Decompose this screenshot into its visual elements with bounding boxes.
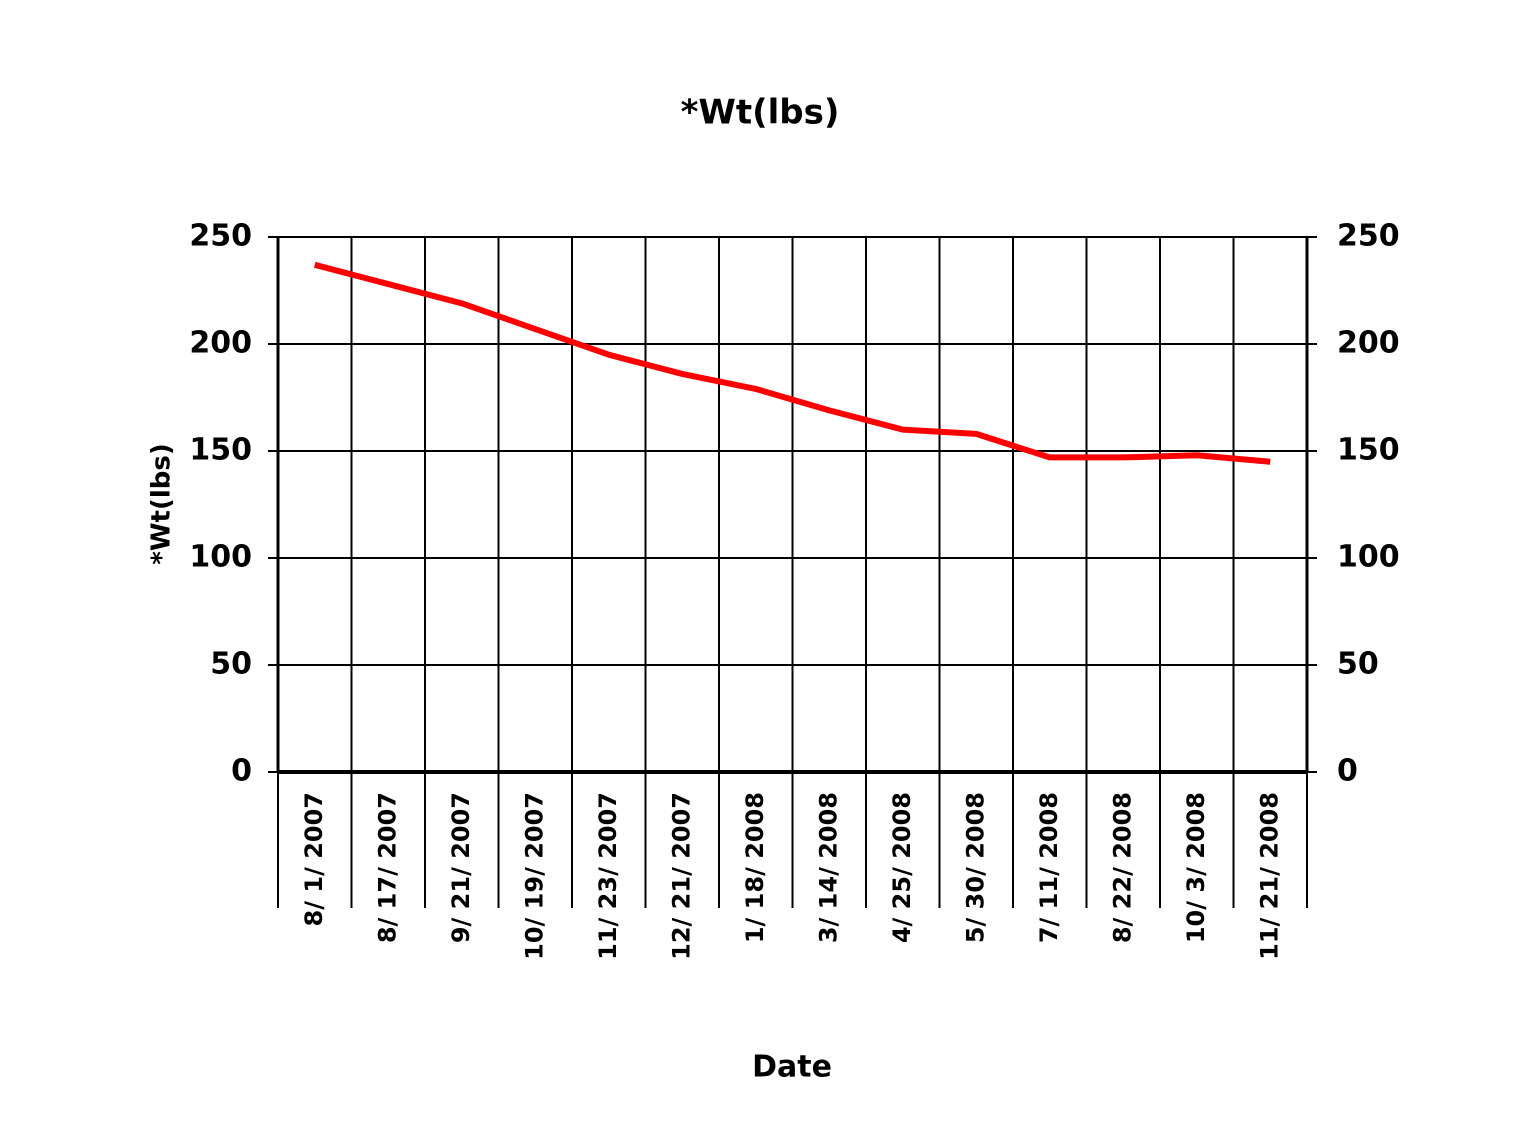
- y2-tick-label: 200: [1337, 326, 1400, 361]
- y-tick-label: 50: [210, 647, 252, 682]
- x-tick-label: 8/ 1/ 2007: [300, 792, 328, 926]
- y2-tick-label: 50: [1337, 647, 1379, 682]
- y-tick-label: 0: [231, 754, 252, 789]
- chart-title: *Wt(lbs): [681, 93, 840, 133]
- data-line: [313, 261, 1271, 465]
- x-tick-label: 12/ 21/ 2007: [667, 792, 695, 960]
- x-tick-label: 11/ 21/ 2008: [1255, 792, 1283, 960]
- x-tick-label: 10/ 3/ 2008: [1182, 792, 1210, 943]
- x-axis-title: Date: [752, 1050, 832, 1085]
- y2-tick-label: 250: [1337, 219, 1400, 254]
- x-tick-label: 8/ 17/ 2007: [373, 792, 401, 943]
- x-tick-label: 4/ 25/ 2008: [888, 792, 916, 943]
- x-tick-label: 7/ 11/ 2008: [1035, 792, 1063, 943]
- y2-tick-label: 100: [1337, 540, 1400, 575]
- y2-tick-label: 150: [1337, 433, 1400, 468]
- y-axis-title: *Wt(lbs): [147, 443, 177, 564]
- y-tick-label: 250: [189, 219, 252, 254]
- x-tick-label: 9/ 21/ 2007: [447, 792, 475, 943]
- x-tick-label: 3/ 14/ 2008: [814, 792, 842, 943]
- x-tick-label: 5/ 30/ 2008: [961, 792, 989, 943]
- y2-tick-label: 0: [1337, 754, 1358, 789]
- y-tick-label: 200: [189, 326, 252, 361]
- x-tick-label: 10/ 19/ 2007: [520, 792, 548, 960]
- x-tick-label: 8/ 22/ 2008: [1108, 792, 1136, 943]
- x-tick-label: 1/ 18/ 2008: [741, 792, 769, 943]
- y-tick-label: 150: [189, 433, 252, 468]
- y-tick-label: 100: [189, 540, 252, 575]
- x-tick-label: 11/ 23/ 2007: [594, 792, 622, 960]
